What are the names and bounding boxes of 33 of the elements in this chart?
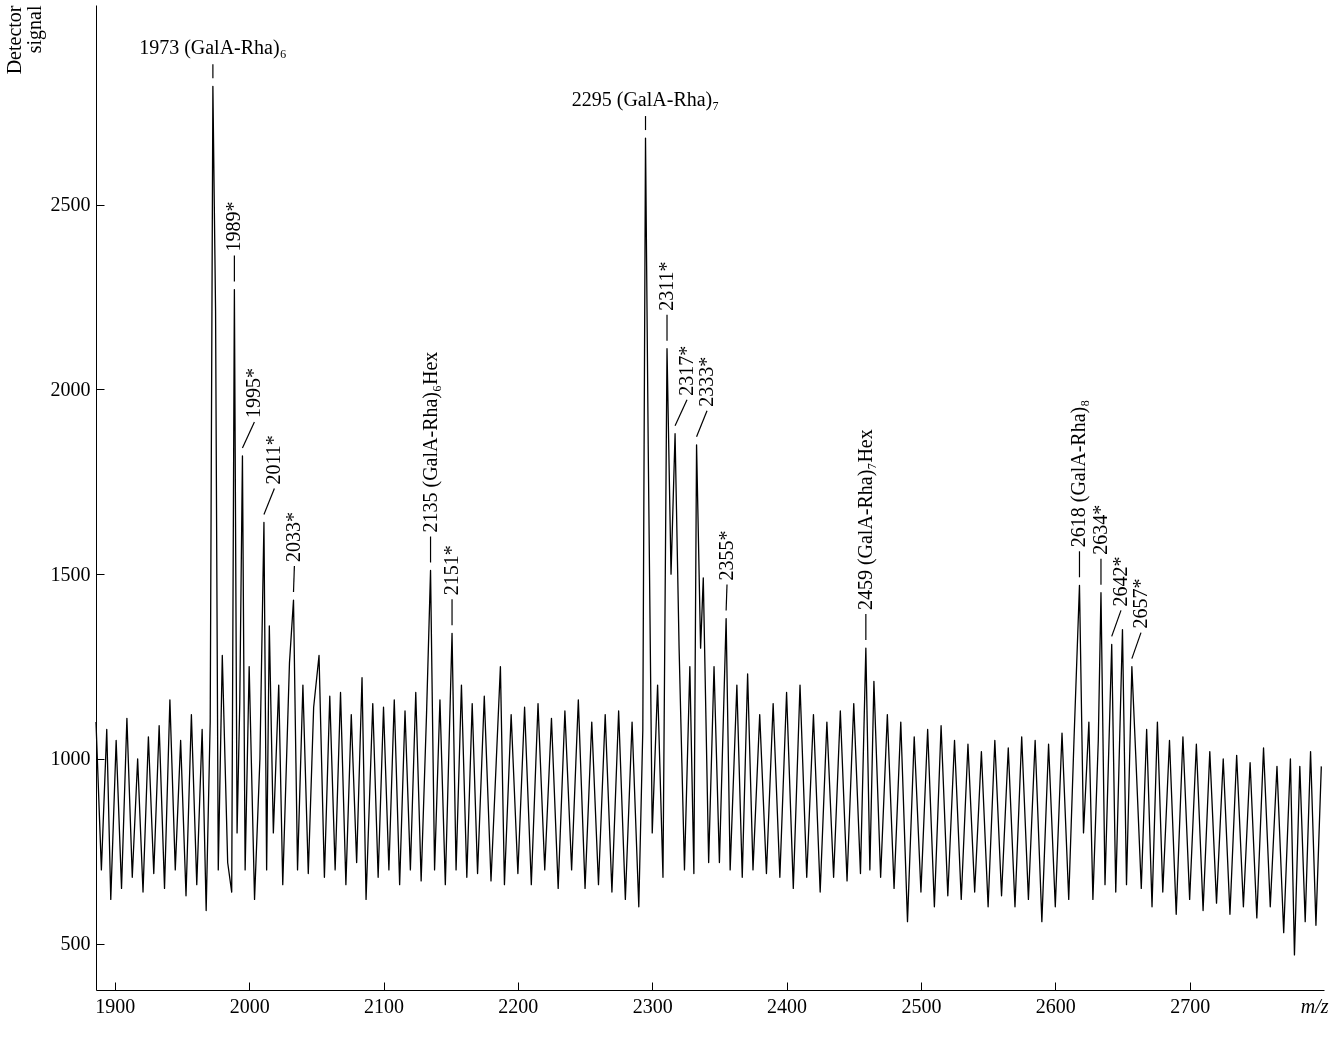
- y-tick-label: 1000: [50, 747, 91, 770]
- annotation: 2642*: [1108, 556, 1131, 607]
- annotation: 2618 (GalA-Rha)₈: [1067, 399, 1091, 548]
- x-tick-label: 2000: [229, 994, 270, 1017]
- annotation: 2311*: [655, 261, 678, 311]
- annotation: 2033*: [282, 512, 305, 563]
- x-tick-label: 2300: [632, 994, 673, 1017]
- annotation: 2333*: [695, 356, 718, 407]
- y-tick-label: 2000: [50, 377, 91, 400]
- x-tick-label: 2100: [364, 994, 405, 1017]
- y-tick-label: 500: [60, 932, 91, 955]
- annotation: 1989*: [222, 201, 245, 252]
- y-axis-title: Detector signal: [2, 5, 46, 75]
- annotation: 1973 (GalA-Rha)₆: [139, 36, 287, 60]
- x-tick-label: 1900: [95, 994, 136, 1017]
- annotation: 2135 (GalA-Rha)₆Hex: [418, 351, 442, 533]
- x-tick-label: 2400: [767, 994, 808, 1017]
- annotation: 2657*: [1128, 578, 1151, 629]
- annotation: 2295 (GalA-Rha)₇: [571, 88, 720, 112]
- annotation: 2011*: [262, 435, 285, 485]
- annotation: 2459 (GalA-Rha)₇Hex: [853, 429, 877, 611]
- annotation: 2151*: [440, 545, 463, 596]
- y-tick-label: 2500: [50, 193, 91, 216]
- annotation: 2317*: [675, 345, 698, 396]
- annotation: 1995*: [242, 367, 265, 418]
- x-axis-title: m/z: [1300, 994, 1329, 1017]
- annotation: 2355*: [715, 530, 738, 581]
- x-tick-label: 2600: [1035, 994, 1076, 1017]
- annotation: 2634*: [1088, 504, 1111, 555]
- x-tick-label: 2700: [1170, 994, 1211, 1017]
- y-tick-label: 1500: [50, 562, 91, 585]
- x-tick-label: 2200: [498, 994, 539, 1017]
- x-tick-label: 2500: [901, 994, 942, 1017]
